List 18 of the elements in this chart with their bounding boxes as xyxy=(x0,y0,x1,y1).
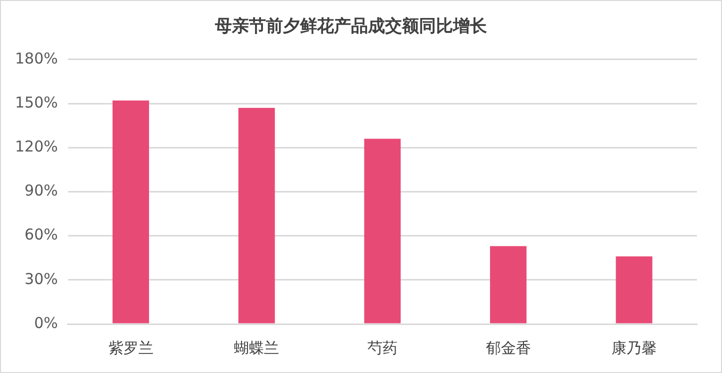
y-tick-label: 90% xyxy=(24,182,58,200)
x-tick-label: 郁金香 xyxy=(486,338,531,357)
y-tick-label: 60% xyxy=(24,226,58,244)
y-tick-label: 180% xyxy=(14,49,58,68)
bar xyxy=(616,256,652,324)
x-tick-label: 康乃馨 xyxy=(612,338,657,357)
bar xyxy=(364,138,401,324)
y-tick-label: 0% xyxy=(34,314,58,332)
bar xyxy=(112,100,150,324)
bar xyxy=(238,108,275,324)
bar xyxy=(490,246,527,324)
x-tick-label: 紫罗兰 xyxy=(108,338,154,357)
chart-title: 母亲节前夕鲜花产品成交额同比增长 xyxy=(214,16,488,37)
y-tick-label: 120% xyxy=(14,137,58,156)
x-tick-label: 蝴蝶兰 xyxy=(234,338,280,357)
y-tick-label: 30% xyxy=(24,270,58,288)
x-tick-label: 芍药 xyxy=(367,338,398,357)
y-tick-label: 150% xyxy=(14,93,58,112)
